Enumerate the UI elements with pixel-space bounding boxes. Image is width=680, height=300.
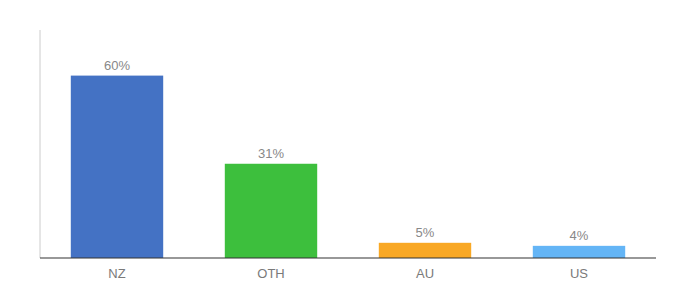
y-axis-line bbox=[40, 30, 41, 258]
bar bbox=[225, 164, 317, 258]
x-tick-label: AU bbox=[416, 266, 434, 281]
data-labels: 60% 31% 5% 4% bbox=[104, 58, 589, 243]
data-label: 60% bbox=[104, 58, 130, 73]
data-label: 31% bbox=[258, 146, 284, 161]
data-label: 5% bbox=[416, 225, 435, 240]
bars bbox=[71, 76, 625, 258]
x-tick-label: NZ bbox=[108, 266, 125, 281]
axes: NZ OTH AU US bbox=[40, 30, 656, 281]
bar bbox=[533, 246, 625, 258]
data-label: 4% bbox=[570, 228, 589, 243]
x-tick-label: US bbox=[570, 266, 588, 281]
x-tick-label: OTH bbox=[257, 266, 284, 281]
chart-svg: 60% 31% 5% 4% NZ OTH AU US bbox=[0, 0, 680, 300]
x-axis-line bbox=[40, 257, 656, 258]
chart-container: 60% 31% 5% 4% NZ OTH AU US bbox=[0, 0, 680, 300]
bar bbox=[71, 76, 163, 258]
bar bbox=[379, 243, 471, 258]
